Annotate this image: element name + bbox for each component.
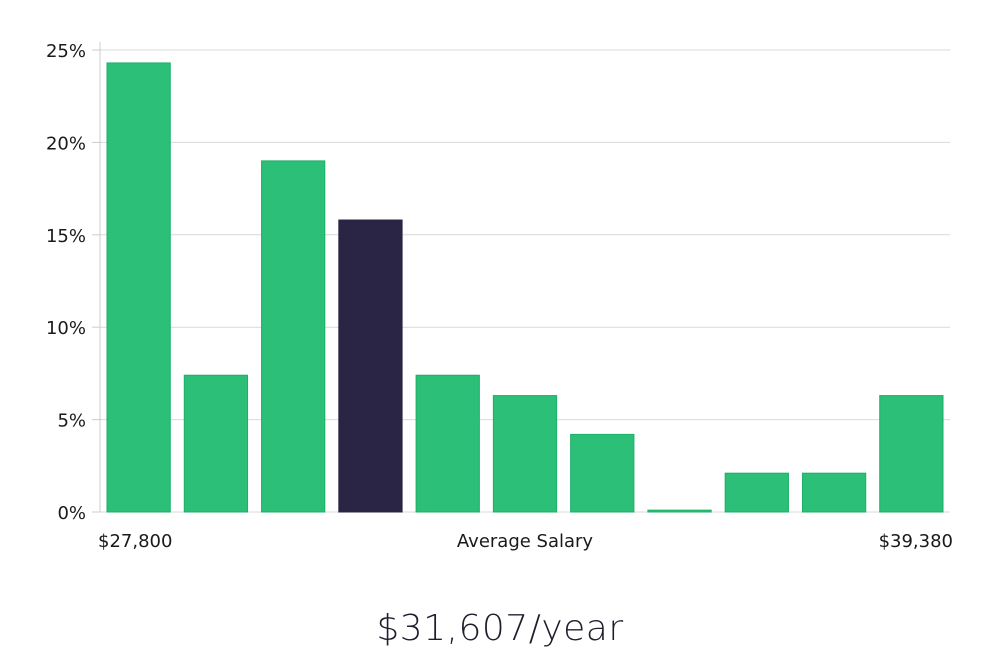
bar [183,374,249,513]
bar [570,433,635,513]
bar [261,160,326,513]
x-max-label: $39,380 [879,531,953,552]
x-min-label: $27,800 [98,531,172,552]
average-salary-value: $31,607/year [376,608,624,649]
bars [106,62,944,513]
y-axis-ticks: 0% 5% 10% 15% 20% 25% [46,41,100,524]
bar [415,374,480,513]
y-tick-label: 15% [46,226,86,247]
bar [724,472,789,513]
y-tick-label: 10% [46,318,86,339]
x-center-label: Average Salary [457,531,594,552]
bar [879,395,944,513]
bar [106,62,171,513]
salary-histogram: 0%5%10%15%20%25% $27,800 Average Salary … [46,41,953,552]
bar-highlighted [338,219,403,513]
bar [492,395,558,513]
bar [801,472,867,513]
y-tick-label: 0% [57,503,86,524]
y-tick-label: 20% [46,133,86,154]
y-tick-label: 25% [46,41,86,62]
y-tick-label: 5% [57,411,86,432]
bar [647,509,712,513]
